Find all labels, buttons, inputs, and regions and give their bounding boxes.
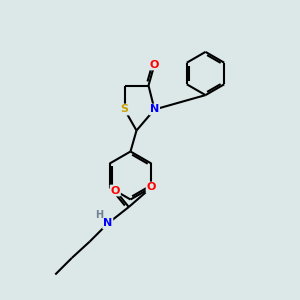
Text: O: O — [111, 185, 120, 196]
Text: O: O — [147, 182, 156, 193]
Text: N: N — [103, 218, 112, 229]
Text: S: S — [121, 104, 128, 115]
Text: H: H — [95, 210, 103, 220]
Text: N: N — [150, 104, 159, 115]
Text: O: O — [150, 59, 159, 70]
